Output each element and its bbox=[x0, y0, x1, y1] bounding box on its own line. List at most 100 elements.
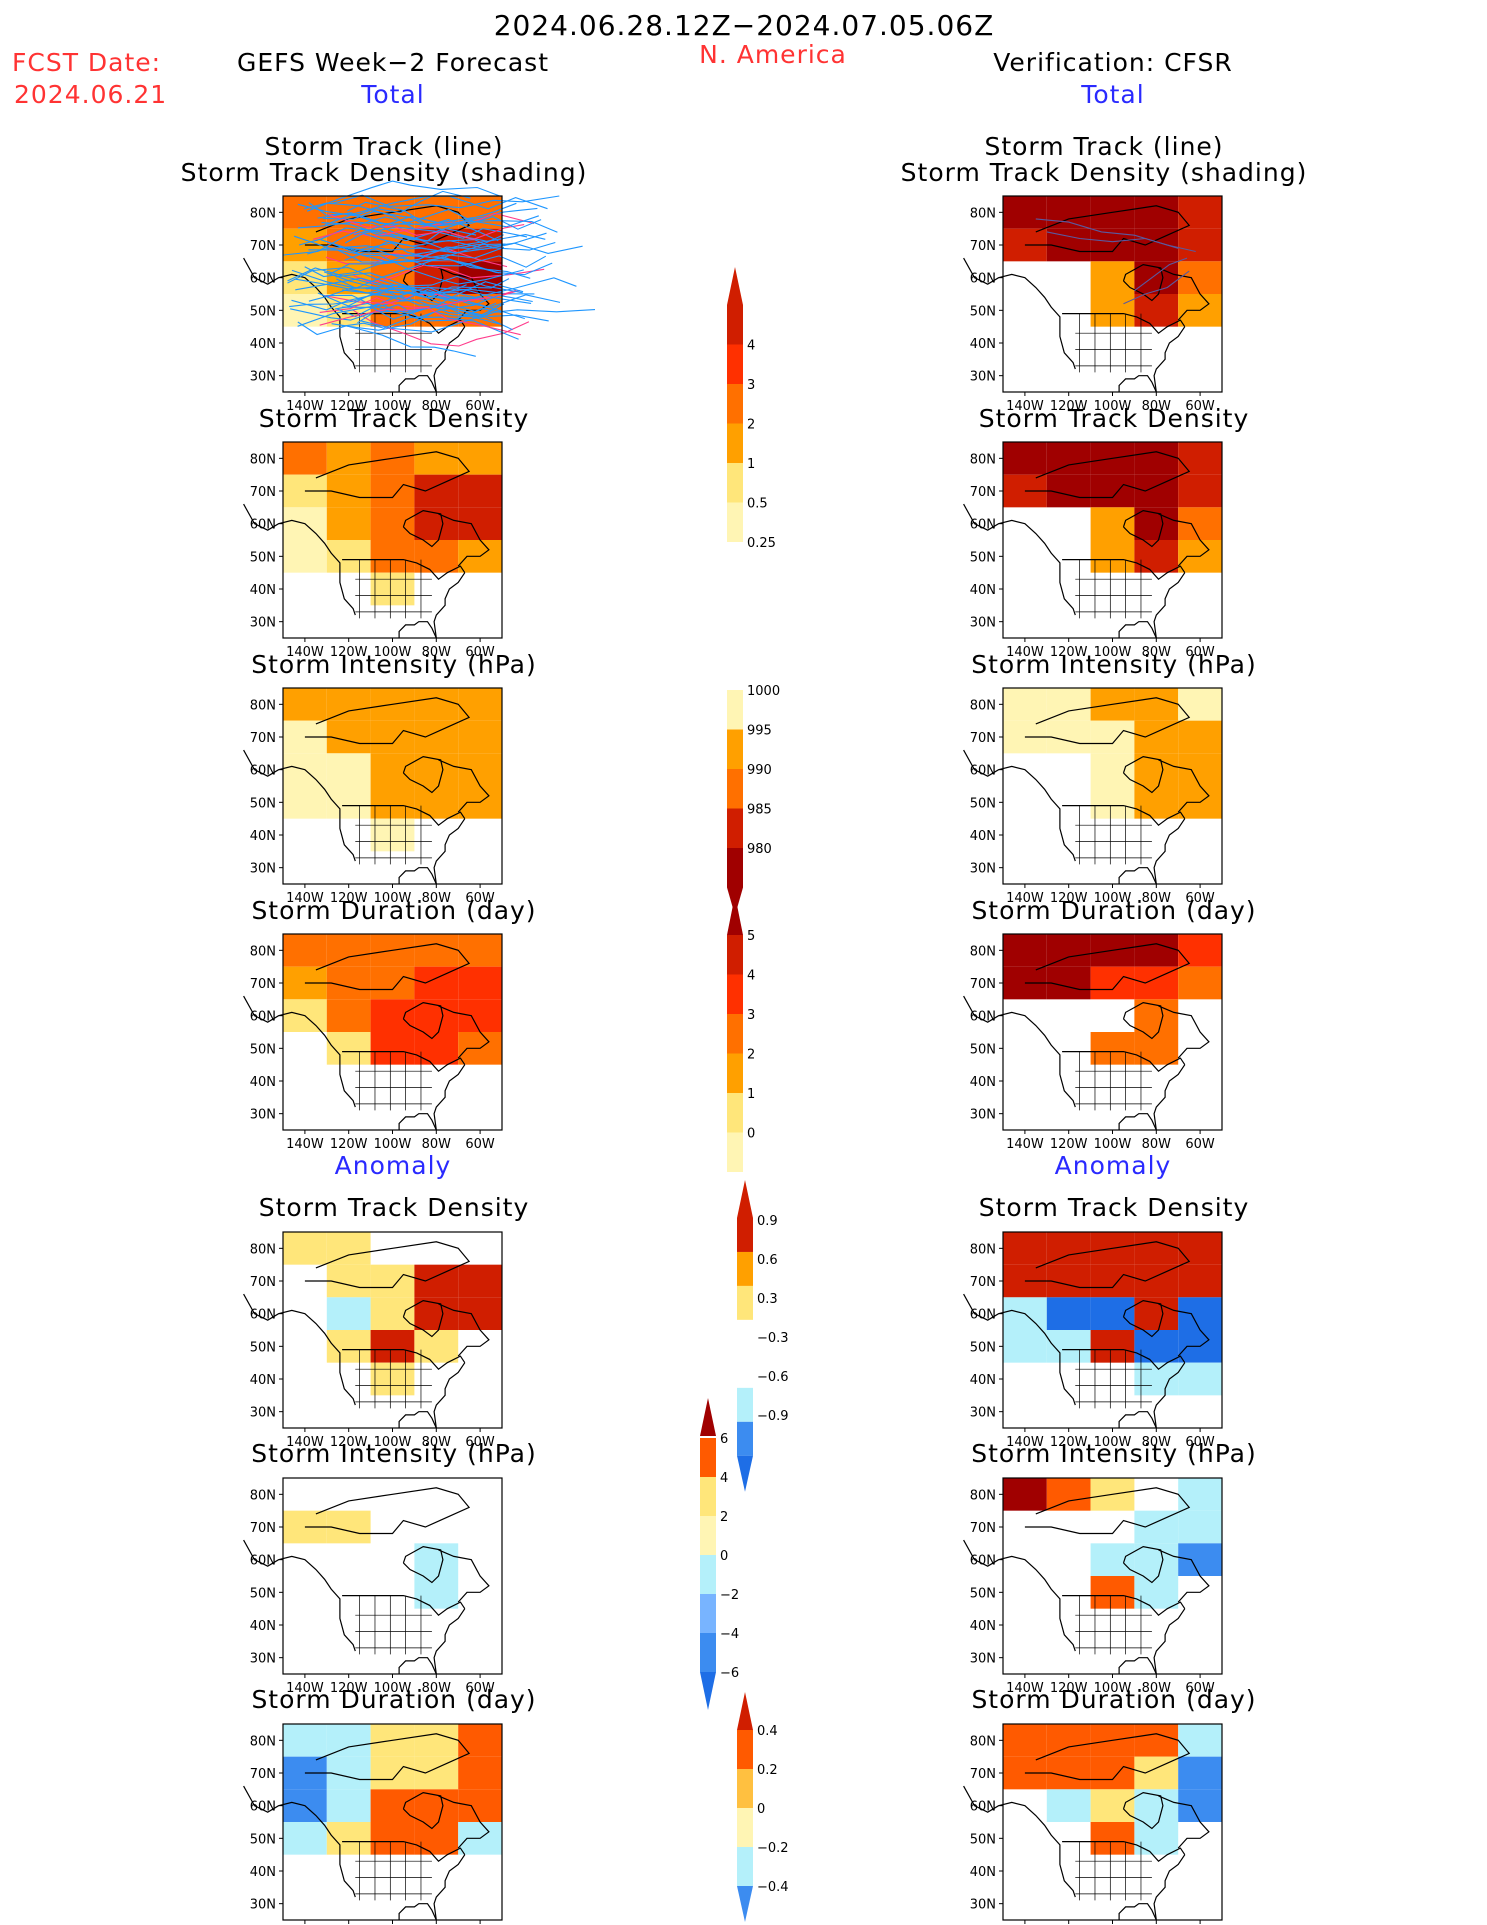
x-tick-label: 140W bbox=[1006, 645, 1044, 660]
grid-cell bbox=[326, 1789, 371, 1822]
right-panel-5-title: Storm Track Density bbox=[978, 1193, 1250, 1222]
grid-cell bbox=[1090, 1264, 1135, 1298]
colorbar-segment bbox=[727, 305, 743, 345]
grid-cell bbox=[370, 786, 415, 819]
grid-cell bbox=[283, 934, 327, 967]
map-panel: 140W 120W 100W 80W 60W 30N 40N 50N 60N 70N 80N bbox=[963, 687, 1223, 906]
colorbar-segment bbox=[737, 1387, 753, 1422]
y-tick-label: 30N bbox=[970, 616, 996, 631]
grid-cell bbox=[1090, 1789, 1135, 1822]
storm-track-line bbox=[329, 232, 547, 275]
grid-cell bbox=[1178, 474, 1222, 508]
y-tick-label: 60N bbox=[970, 1554, 996, 1569]
colorbar-segment bbox=[727, 935, 743, 975]
storm-track-line bbox=[323, 271, 501, 325]
map-panel: 140W 120W 100W 80W 60W 30N 40N 50N 60N 70N 80N bbox=[243, 1231, 503, 1450]
x-tick-label: 60W bbox=[1185, 1435, 1215, 1450]
x-tick-label: 100W bbox=[1094, 1681, 1132, 1696]
y-tick-label: 60N bbox=[970, 764, 996, 779]
grid-cell bbox=[283, 442, 327, 475]
coastline bbox=[963, 1293, 1076, 1406]
storm-track-line bbox=[283, 228, 453, 256]
y-tick-label: 50N bbox=[250, 1832, 276, 1847]
colorbar-label: 2 bbox=[720, 1510, 728, 1525]
colorbar-label: 0 bbox=[747, 1127, 755, 1142]
x-tick-label: 140W bbox=[1006, 1435, 1044, 1450]
colorbar-label: 4 bbox=[747, 339, 755, 354]
storm-track-line bbox=[313, 212, 535, 240]
colorbar-label: −2 bbox=[720, 1588, 739, 1603]
x-tick-label: 120W bbox=[330, 645, 368, 660]
grid-cell bbox=[458, 1724, 502, 1757]
grid-cell bbox=[370, 1330, 415, 1363]
left-column-title: GEFS Week−2 Forecast bbox=[236, 48, 550, 77]
grid-cell bbox=[1090, 786, 1135, 819]
colorbar-label: 0.3 bbox=[757, 1292, 778, 1307]
colorbar-segment bbox=[727, 463, 743, 503]
y-tick-label: 50N bbox=[970, 1042, 996, 1057]
grid-cell bbox=[1134, 294, 1179, 327]
y-tick-label: 40N bbox=[250, 1373, 276, 1388]
right-column-title: Verification: CFSR bbox=[993, 48, 1233, 77]
grid-cell bbox=[326, 934, 371, 967]
storm-track-line bbox=[317, 286, 525, 320]
y-tick-label: 70N bbox=[970, 1767, 996, 1782]
grid-cell bbox=[370, 1756, 415, 1790]
colorbar-arrow-top bbox=[700, 1398, 716, 1436]
right-total-label: Total bbox=[1081, 80, 1145, 109]
x-tick-label: 80W bbox=[422, 645, 452, 660]
grid-cell bbox=[1134, 1724, 1179, 1757]
colorbar-arrow-top bbox=[737, 1180, 753, 1218]
colorbar-segment bbox=[727, 769, 743, 809]
grid-cell bbox=[326, 1724, 371, 1757]
colorbar-arrow-top bbox=[737, 1692, 753, 1730]
y-tick-label: 40N bbox=[970, 337, 996, 352]
coastline bbox=[243, 503, 356, 616]
left-panel-1-title: Storm Track (line) bbox=[264, 132, 504, 161]
colorbar-segment bbox=[727, 423, 743, 463]
colorbar-label: 0.9 bbox=[757, 1214, 778, 1229]
grid-cell bbox=[1046, 1724, 1091, 1757]
grid-cell bbox=[1003, 442, 1047, 475]
y-tick-label: 60N bbox=[250, 764, 276, 779]
coastline bbox=[1153, 1854, 1186, 1921]
grid-cell bbox=[326, 1756, 371, 1790]
x-tick-label: 120W bbox=[330, 1681, 368, 1696]
grid-cell bbox=[458, 934, 502, 967]
x-tick-label: 140W bbox=[1006, 1137, 1044, 1152]
fcst-date-value: 2024.06.21 bbox=[14, 80, 168, 109]
colorbar-segment bbox=[700, 1594, 716, 1633]
y-tick-label: 30N bbox=[250, 862, 276, 877]
colorbar-arrow-top bbox=[727, 895, 743, 935]
colorbar-label: 0.2 bbox=[757, 1763, 778, 1778]
colorbar-density-anomaly: 0.9 0.6 0.3 −0.3 −0.6 −0.9 bbox=[737, 1180, 789, 1492]
colorbar-segment bbox=[737, 1319, 753, 1354]
grid-cell bbox=[1046, 1264, 1091, 1298]
map-panel: 140W 120W 100W 80W 60W 30N 40N 50N 60N 70N 80N bbox=[243, 687, 503, 906]
colorbar-label: 980 bbox=[747, 842, 772, 857]
map-panel: 140W 120W 100W 80W 60W 30N 40N 50N 60N 70N 80N bbox=[243, 1477, 503, 1696]
right-panel-7-title: Storm Duration (day) bbox=[971, 1685, 1257, 1714]
colorbar-label: 4 bbox=[747, 969, 755, 984]
y-tick-label: 40N bbox=[970, 829, 996, 844]
colorbar-label: −0.3 bbox=[757, 1331, 789, 1346]
left-panel-5-title: Storm Track Density bbox=[258, 1193, 530, 1222]
colorbar-label: 0 bbox=[720, 1549, 728, 1564]
y-tick-label: 30N bbox=[970, 370, 996, 385]
y-tick-label: 70N bbox=[970, 1521, 996, 1536]
coastline bbox=[402, 1299, 444, 1338]
right-panel-6-title: Storm Intensity (hPa) bbox=[971, 1439, 1257, 1468]
colorbar-segment bbox=[737, 1769, 753, 1808]
coastline bbox=[1153, 1362, 1186, 1429]
colorbar-label: 4 bbox=[720, 1471, 728, 1486]
y-tick-label: 80N bbox=[250, 452, 276, 467]
x-tick-label: 120W bbox=[330, 891, 368, 906]
left-panel-4-title: Storm Duration (day) bbox=[251, 896, 537, 925]
y-tick-label: 50N bbox=[250, 1042, 276, 1057]
colorbar-arrow-bottom bbox=[737, 1455, 753, 1492]
grid-cell bbox=[283, 688, 327, 721]
y-tick-label: 60N bbox=[250, 1554, 276, 1569]
grid-cell bbox=[1090, 1822, 1135, 1855]
coastline bbox=[243, 995, 356, 1108]
y-tick-label: 80N bbox=[970, 944, 996, 959]
